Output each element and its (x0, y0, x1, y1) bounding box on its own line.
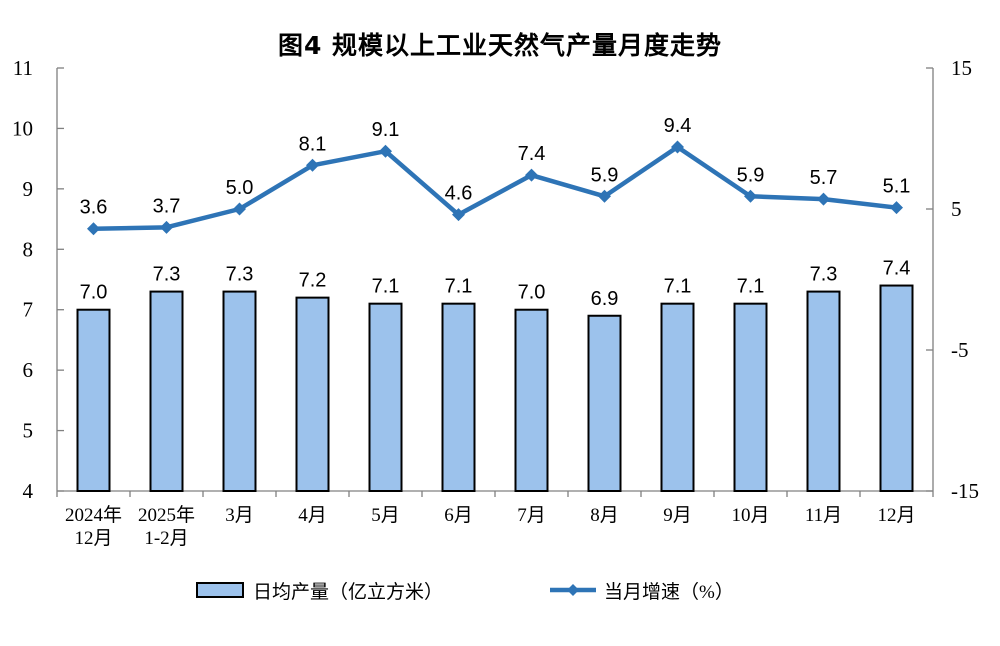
x-axis-label: 7月 (517, 505, 546, 526)
bar-value-label: 6.9 (591, 288, 619, 310)
bar-series-swatch-icon (196, 582, 244, 598)
line-value-label: 5.9 (591, 164, 619, 186)
line-marker-icon (817, 192, 830, 206)
bar-value-label: 7.2 (299, 270, 327, 292)
x-axis-label: 3月 (225, 505, 254, 526)
line-marker-icon (525, 168, 538, 182)
x-axis-label: 11月 (805, 505, 842, 526)
bar (514, 308, 549, 493)
x-axis-label: 6月 (444, 505, 473, 526)
bar-value-label: 7.3 (810, 264, 838, 286)
bar-value-label: 7.3 (153, 264, 181, 286)
right-axis-tick-label: 15 (951, 56, 972, 80)
bar (441, 302, 476, 492)
line-value-label: 9.1 (372, 119, 400, 141)
right-axis-tick-label: -15 (951, 479, 979, 503)
left-axis-tick-label: 7 (23, 298, 34, 322)
line-value-label: 8.1 (299, 133, 327, 155)
line-value-label: 3.7 (153, 195, 181, 217)
legend-item-bar: 日均产量（亿立方米） (196, 577, 443, 604)
x-axis-label: 5月 (371, 505, 400, 526)
line-marker-icon (233, 202, 246, 216)
combo-chart-canvas: 4 5 6 7 8 9 10 11 -15 -5 5 15 7.0 7.3 7.3 7.2 7.1 7.1 7.0 6… (12, 56, 979, 549)
left-axis-tick-label: 5 (23, 419, 34, 443)
bar-value-label: 7.0 (518, 282, 546, 304)
line-value-label: 9.4 (664, 115, 692, 137)
bar (733, 302, 768, 492)
bar-value-label: 7.4 (883, 258, 911, 280)
line-path (93, 144, 897, 231)
bar (368, 302, 403, 492)
line-value-label: 5.1 (883, 176, 911, 198)
line-value-label: 5.0 (226, 177, 254, 199)
bar (149, 290, 184, 493)
left-axis-tick-label: 10 (12, 116, 33, 140)
line-series-swatch-icon (550, 584, 597, 596)
x-axis-label: 12月 (74, 528, 112, 549)
line-value-label: 4.6 (445, 183, 473, 205)
left-axis-tick-label: 4 (23, 479, 34, 503)
x-axis-label: 4月 (298, 505, 327, 526)
left-axis: 4 5 6 7 8 9 10 11 (12, 56, 64, 503)
line-series: 3.6 3.7 5.0 8.1 9.1 4.6 7.4 5.9 9.4 5.9 5.7 5.1 (80, 115, 911, 236)
line-marker-icon (671, 140, 684, 154)
left-axis-tick-label: 9 (23, 177, 34, 201)
line-value-label: 5.9 (737, 164, 765, 186)
axes (56, 68, 934, 492)
line-marker-icon (598, 189, 611, 203)
chart-legend: 日均产量（亿立方米） 当月增速（%） (0, 576, 1000, 604)
bar (587, 314, 622, 492)
bar (879, 284, 914, 492)
x-axis-label: 9月 (663, 505, 692, 526)
bar-value-label: 7.1 (737, 276, 765, 298)
left-axis-tick-label: 6 (23, 358, 34, 382)
legend-label-bar: 日均产量（亿立方米） (253, 581, 444, 603)
bar-value-label: 7.1 (664, 276, 692, 298)
legend-line-marker (567, 584, 580, 596)
x-axis-label: 1-2月 (144, 528, 188, 549)
line-marker-icon (452, 208, 465, 222)
left-axis-tick-label: 11 (13, 56, 33, 80)
bar (76, 308, 111, 493)
line-marker-icon (87, 222, 100, 236)
right-axis-tick-label: 5 (951, 197, 962, 221)
legend-label-line: 当月增速（%） (604, 581, 734, 603)
bar-value-label: 7.1 (372, 276, 400, 298)
left-axis-tick-label: 8 (23, 237, 34, 261)
line-value-label: 5.7 (810, 167, 838, 189)
line-marker-icon (890, 201, 903, 215)
x-axis-ticks (56, 491, 934, 497)
bar-series: 7.0 7.3 7.3 7.2 7.1 7.1 7.0 6.9 7.1 7.1 7.3 7.4 (76, 258, 914, 493)
x-axis-label: 10月 (731, 505, 769, 526)
x-axis-label: 8月 (590, 505, 619, 526)
bar-value-label: 7.3 (226, 264, 254, 286)
bar (222, 290, 257, 493)
bar (295, 296, 330, 492)
right-axis: -15 -5 5 15 (926, 56, 979, 503)
line-marker-icon (379, 144, 392, 158)
line-marker-icon (744, 189, 757, 203)
x-axis-label: 2025年 (138, 504, 195, 526)
line-value-label: 7.4 (518, 143, 546, 165)
bar-value-label: 7.0 (80, 282, 108, 304)
x-axis-label: 12月 (877, 505, 915, 526)
bar (806, 290, 841, 493)
legend-item-line: 当月增速（%） (549, 577, 734, 604)
line-marker-icon (160, 220, 173, 234)
line-marker-icon (306, 158, 319, 172)
right-axis-tick-label: -5 (951, 338, 969, 362)
chart-title: 图4 规模以上工业天然气产量月度走势 (277, 31, 723, 60)
line-value-label: 3.6 (80, 197, 108, 219)
bar-value-label: 7.1 (445, 276, 473, 298)
x-axis-label: 2024年 (65, 504, 122, 526)
bar (660, 302, 695, 492)
